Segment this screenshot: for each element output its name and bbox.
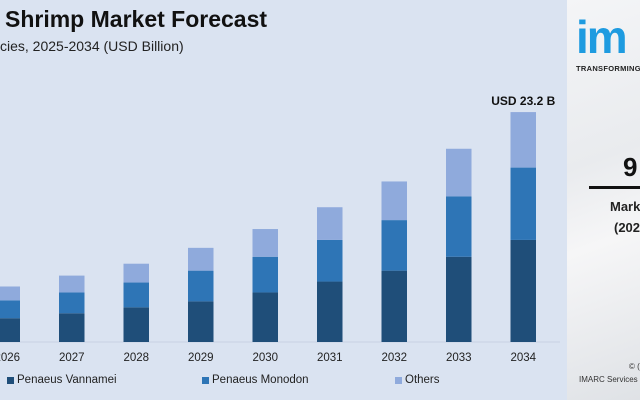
chart-area: Shrimp Market Forecast cies, 2025-2034 (… [0, 6, 560, 386]
x-tick-label: 2029 [188, 352, 214, 364]
bar-segment-2031-1 [317, 239, 343, 282]
bar-segment-2032-2 [381, 181, 407, 221]
bar-segment-2029-2 [188, 247, 214, 271]
bar-segment-2033-2 [446, 148, 472, 197]
bar-segment-2026-0 [0, 318, 20, 342]
chart-subtitle: cies, 2025-2034 (USD Billion) [0, 38, 184, 54]
bar-segment-2026-2 [0, 286, 20, 301]
bar-segment-2032-0 [381, 270, 407, 342]
services-credit: IMARC Services [579, 375, 638, 384]
bar-segment-2026-1 [0, 300, 20, 319]
total-annotation: USD 23.2 B [491, 94, 555, 108]
legend-item-monodon: Penaeus Monodon [202, 374, 309, 386]
divider [589, 186, 640, 189]
logo-tagline: TRANSFORMING [576, 64, 640, 73]
bar-segment-2028-1 [123, 282, 149, 308]
legend-swatch [7, 376, 14, 384]
x-tick-label: 2034 [510, 352, 536, 364]
bar-segment-2027-1 [59, 292, 85, 314]
x-tick-label: 2026 [0, 352, 20, 364]
legend-label: Penaeus Vannamei [17, 374, 117, 386]
bar-segment-2030-1 [252, 256, 278, 293]
legend-swatch [395, 376, 402, 384]
chart-title: Shrimp Market Forecast [5, 6, 268, 32]
bar-segment-2034-2 [510, 112, 536, 168]
copyright: © ( [629, 362, 640, 371]
legend-swatch [202, 376, 209, 384]
bar-segment-2034-1 [510, 167, 536, 240]
legend-label: Penaeus Monodon [212, 374, 309, 386]
x-tick-label: 2033 [446, 352, 472, 364]
legend-item-vannamei: Penaeus Vannamei [7, 374, 117, 386]
bar-segment-2031-2 [317, 207, 343, 240]
x-tick-label: 2027 [59, 352, 85, 364]
bar-segment-2034-0 [510, 239, 536, 342]
bar-segment-2030-2 [252, 229, 278, 257]
bar-segment-2029-0 [188, 301, 214, 342]
highlight-value: 9 [623, 152, 638, 182]
bar-chart: 2026 2027 2028 2029 2030 2031 2032 2033 2034 USD … [0, 94, 560, 364]
legend-label: Others [405, 374, 440, 386]
bar-segment-2032-1 [381, 220, 407, 271]
bar-segment-2033-1 [446, 196, 472, 257]
x-tick-label: 2031 [317, 352, 343, 364]
bar-segment-2031-0 [317, 281, 343, 342]
x-tick-label: 2028 [123, 352, 149, 364]
x-tick-label: 2030 [252, 352, 278, 364]
bar-segment-2027-2 [59, 275, 85, 293]
bar-segment-2033-0 [446, 256, 472, 342]
bar-segment-2029-1 [188, 270, 214, 302]
legend-item-others: Others [395, 374, 440, 386]
bar-segment-2028-2 [123, 263, 149, 283]
bar-segment-2027-0 [59, 313, 85, 342]
market-label: Mark [610, 199, 640, 214]
imarc-logo: im [576, 11, 628, 63]
x-tick-label: 2032 [381, 352, 407, 364]
year-label: (202 [614, 220, 640, 235]
side-panel: im TRANSFORMING 9 Mark (202 © ( IMARC Se… [567, 0, 640, 400]
bar-segment-2030-0 [252, 292, 278, 342]
bar-segment-2028-0 [123, 307, 149, 342]
